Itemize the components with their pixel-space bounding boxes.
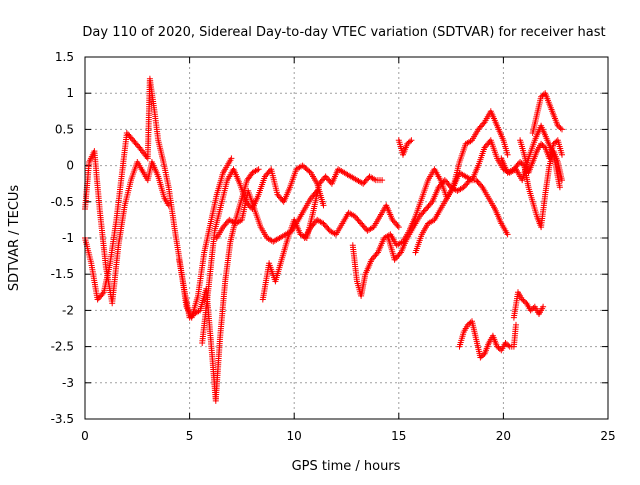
data-point bbox=[559, 126, 565, 133]
series-sat-m bbox=[510, 289, 547, 321]
data-point bbox=[379, 177, 386, 184]
ticks: 0 5 10 15 20 25 -3.5 -3 -2.5 -2 -1.5 -1 -0.5 0 0.5 1 1.5 bbox=[51, 50, 616, 443]
data-point bbox=[478, 182, 485, 189]
y-tick-label: -1 bbox=[62, 231, 74, 245]
data-point bbox=[435, 184, 442, 191]
data-point bbox=[407, 138, 413, 145]
x-tick-label: 20 bbox=[496, 429, 511, 443]
y-tick-label: 0.5 bbox=[55, 122, 74, 136]
plot-frame bbox=[84, 56, 609, 420]
x-axis-title: GPS time / hours bbox=[292, 459, 401, 474]
data-point bbox=[362, 177, 369, 184]
series-sat-i bbox=[385, 177, 511, 263]
data-point bbox=[373, 250, 380, 257]
data-point bbox=[255, 166, 262, 173]
y-tick-label: -2.5 bbox=[51, 340, 74, 354]
data-point bbox=[505, 342, 512, 349]
x-tick-label: 5 bbox=[186, 429, 194, 443]
data-point bbox=[394, 222, 401, 229]
data-point bbox=[559, 177, 565, 184]
data-point bbox=[557, 125, 564, 132]
series-sat-p bbox=[517, 137, 565, 176]
y-tick-label: 1.5 bbox=[55, 50, 74, 64]
data-point bbox=[408, 137, 415, 144]
y-tick-label: -0.5 bbox=[51, 195, 74, 209]
data-point bbox=[504, 151, 511, 158]
series-sat-d bbox=[199, 162, 327, 346]
series-sat-o bbox=[529, 90, 565, 136]
data-point bbox=[540, 303, 547, 310]
series-sat-f bbox=[259, 166, 386, 303]
series-sat-a bbox=[82, 148, 172, 307]
y-tick-label: -3.5 bbox=[51, 412, 74, 426]
x-tick-label: 25 bbox=[600, 429, 615, 443]
data-point bbox=[228, 155, 235, 162]
series-sat-b bbox=[82, 75, 235, 321]
data-point bbox=[513, 321, 519, 328]
data-point bbox=[559, 151, 565, 158]
data-point bbox=[99, 290, 106, 297]
data-point bbox=[504, 231, 511, 238]
grid bbox=[85, 57, 608, 419]
y-tick-label: 1 bbox=[66, 86, 74, 100]
y-tick-label: 0 bbox=[66, 159, 74, 173]
y-tick-label: -2 bbox=[62, 303, 74, 317]
data-point bbox=[556, 184, 563, 191]
x-tick-label: 15 bbox=[391, 429, 406, 443]
data-point bbox=[320, 202, 327, 209]
chart-title: Day 110 of 2020, Sidereal Day-to-day VTE… bbox=[82, 25, 605, 40]
y-tick-label: -3 bbox=[62, 376, 74, 390]
data-point bbox=[310, 221, 317, 228]
series-sat-j bbox=[395, 137, 415, 158]
data-point bbox=[321, 222, 328, 228]
data-point bbox=[395, 224, 402, 231]
series-sat-c bbox=[176, 166, 262, 404]
data-point bbox=[306, 168, 313, 175]
data-point bbox=[396, 250, 403, 257]
x-tick-label: 10 bbox=[287, 429, 302, 443]
series-sat-g bbox=[301, 202, 402, 241]
y-axis-title: SDTVAR / TECUs bbox=[7, 185, 22, 292]
y-tick-label: -1.5 bbox=[51, 267, 74, 281]
data-point bbox=[480, 120, 487, 127]
x-tick-label: 0 bbox=[81, 429, 89, 443]
data-point bbox=[428, 200, 434, 207]
data-marks bbox=[82, 75, 565, 404]
series-sat-l bbox=[456, 318, 519, 361]
